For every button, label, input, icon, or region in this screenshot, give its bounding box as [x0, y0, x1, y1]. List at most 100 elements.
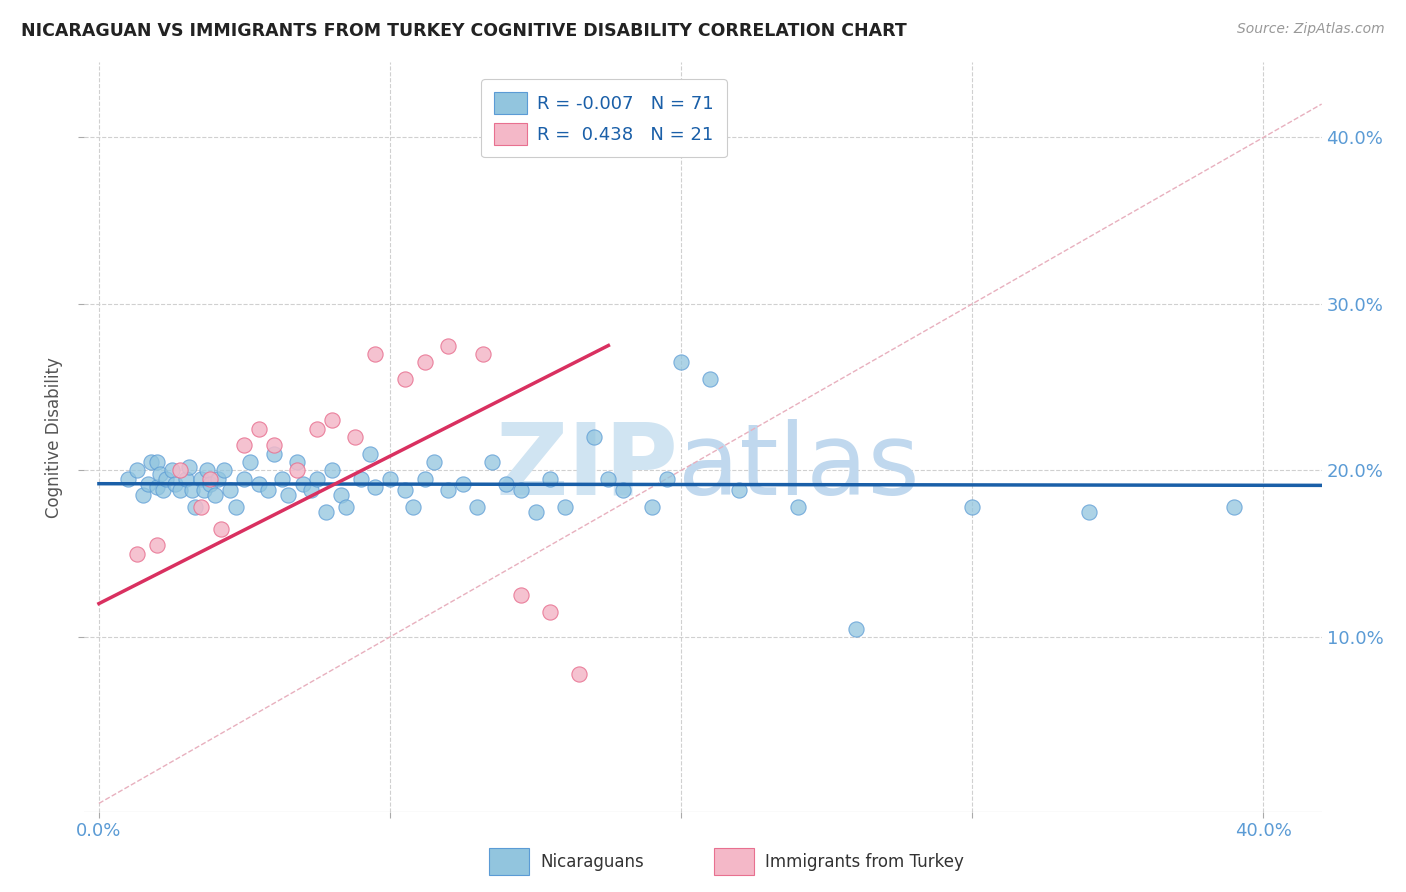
Point: [271, 472, 294, 486]
Point: [141, 455, 163, 469]
Point: [451, 476, 474, 491]
Point: [207, 472, 229, 486]
Point: [209, 522, 232, 536]
Point: [364, 347, 387, 361]
Point: [169, 483, 191, 498]
Point: [169, 463, 191, 477]
Point: [149, 467, 172, 481]
Point: [247, 476, 270, 491]
Point: [335, 500, 357, 514]
Point: [307, 472, 329, 486]
Text: Immigrants from Turkey: Immigrants from Turkey: [765, 853, 963, 871]
Point: [146, 538, 169, 552]
Point: [138, 476, 160, 491]
Point: [413, 472, 436, 486]
Point: [125, 463, 148, 477]
Text: atlas: atlas: [678, 418, 920, 516]
Point: [378, 472, 401, 486]
Point: [350, 472, 373, 486]
Point: [364, 480, 387, 494]
Point: [225, 500, 247, 514]
Point: [198, 476, 221, 491]
Point: [402, 500, 425, 514]
FancyBboxPatch shape: [489, 848, 529, 875]
Point: [263, 438, 285, 452]
Point: [554, 500, 576, 514]
Point: [786, 500, 808, 514]
Point: [510, 483, 533, 498]
Point: [117, 472, 139, 486]
Point: [190, 500, 212, 514]
Text: NICARAGUAN VS IMMIGRANTS FROM TURKEY COGNITIVE DISABILITY CORRELATION CHART: NICARAGUAN VS IMMIGRANTS FROM TURKEY COG…: [21, 22, 907, 40]
Point: [190, 472, 212, 486]
Point: [510, 588, 533, 602]
Point: [321, 413, 343, 427]
Point: [277, 488, 299, 502]
Point: [481, 455, 503, 469]
Point: [845, 622, 868, 636]
Point: [195, 463, 218, 477]
Point: [179, 460, 201, 475]
Point: [212, 463, 235, 477]
Point: [612, 483, 634, 498]
Text: Source: ZipAtlas.com: Source: ZipAtlas.com: [1237, 22, 1385, 37]
Point: [256, 483, 278, 498]
Legend: R = -0.007   N = 71, R =  0.438   N = 21: R = -0.007 N = 71, R = 0.438 N = 21: [481, 79, 727, 157]
Point: [233, 472, 256, 486]
Point: [538, 472, 561, 486]
Point: [394, 483, 416, 498]
Point: [962, 500, 984, 514]
Point: [163, 476, 186, 491]
Point: [437, 338, 460, 352]
Point: [524, 505, 547, 519]
FancyBboxPatch shape: [714, 848, 754, 875]
Point: [219, 483, 242, 498]
Point: [181, 483, 204, 498]
Point: [301, 483, 323, 498]
Point: [1077, 505, 1099, 519]
Point: [394, 372, 416, 386]
Point: [344, 430, 367, 444]
Point: [669, 355, 692, 369]
Point: [285, 455, 308, 469]
Point: [437, 483, 460, 498]
Point: [239, 455, 262, 469]
Point: [1223, 500, 1246, 514]
Point: [174, 472, 197, 486]
Point: [467, 500, 489, 514]
Point: [155, 472, 177, 486]
Point: [359, 447, 381, 461]
Y-axis label: Cognitive Disability: Cognitive Disability: [45, 357, 63, 517]
Point: [204, 488, 226, 502]
Point: [413, 355, 436, 369]
Point: [247, 422, 270, 436]
Text: Nicaraguans: Nicaraguans: [540, 853, 644, 871]
Point: [728, 483, 751, 498]
Point: [125, 547, 148, 561]
Point: [184, 500, 207, 514]
Point: [131, 488, 153, 502]
Point: [472, 347, 495, 361]
Point: [538, 605, 561, 619]
Point: [233, 438, 256, 452]
Point: [152, 483, 174, 498]
Point: [291, 476, 314, 491]
Point: [582, 430, 605, 444]
Point: [146, 480, 169, 494]
Point: [329, 488, 352, 502]
Point: [655, 472, 678, 486]
Point: [315, 505, 337, 519]
Point: [422, 455, 444, 469]
Point: [263, 447, 285, 461]
Point: [160, 463, 183, 477]
Point: [193, 483, 215, 498]
Point: [699, 372, 721, 386]
Point: [285, 463, 308, 477]
Point: [641, 500, 664, 514]
Point: [321, 463, 343, 477]
Text: ZIP: ZIP: [495, 418, 678, 516]
Point: [307, 422, 329, 436]
Point: [146, 455, 169, 469]
Point: [198, 472, 221, 486]
Point: [568, 666, 591, 681]
